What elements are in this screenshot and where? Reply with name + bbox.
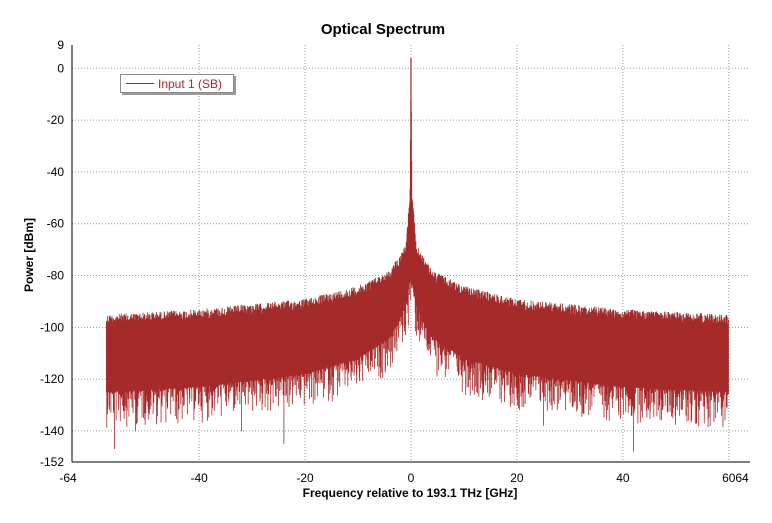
y-tick-label: -140 bbox=[40, 424, 64, 438]
x-tick-label: 0 bbox=[408, 471, 415, 485]
tick-labels: -64 -40 -20 0 20 40 60 64 9 0 -20 -40 -60 -80 -100 -120… bbox=[40, 38, 749, 485]
spectrum-trace bbox=[106, 66, 729, 452]
legend-swatch bbox=[126, 83, 154, 84]
x-tick-label: -20 bbox=[296, 471, 314, 485]
y-tick-label: -120 bbox=[40, 372, 64, 386]
y-axis-label: Power [dBm] bbox=[22, 218, 36, 292]
y-tick-label: -100 bbox=[40, 320, 64, 334]
x-tick-label: 64 bbox=[735, 471, 749, 485]
x-tick-label: -40 bbox=[190, 471, 208, 485]
y-tick-label: 9 bbox=[57, 38, 64, 52]
y-tick-label: 0 bbox=[57, 61, 64, 75]
x-tick-label: -64 bbox=[59, 471, 77, 485]
y-tick-label: -152 bbox=[40, 455, 64, 469]
series-layer bbox=[106, 57, 729, 452]
x-tick-label: 40 bbox=[616, 471, 630, 485]
chart-title: Optical Spectrum bbox=[321, 21, 445, 38]
x-tick-label: 60 bbox=[722, 471, 736, 485]
y-tick-label: -20 bbox=[47, 113, 65, 127]
y-tick-label: -80 bbox=[47, 269, 65, 283]
axes bbox=[71, 45, 750, 463]
x-tick-label: 20 bbox=[510, 471, 524, 485]
y-tick-label: -40 bbox=[47, 165, 65, 179]
legend: Input 1 (SB) bbox=[120, 74, 234, 93]
x-axis-label: Frequency relative to 193.1 THz [GHz] bbox=[303, 486, 518, 500]
legend-label: Input 1 (SB) bbox=[158, 76, 223, 91]
y-tick-label: -60 bbox=[47, 217, 65, 231]
